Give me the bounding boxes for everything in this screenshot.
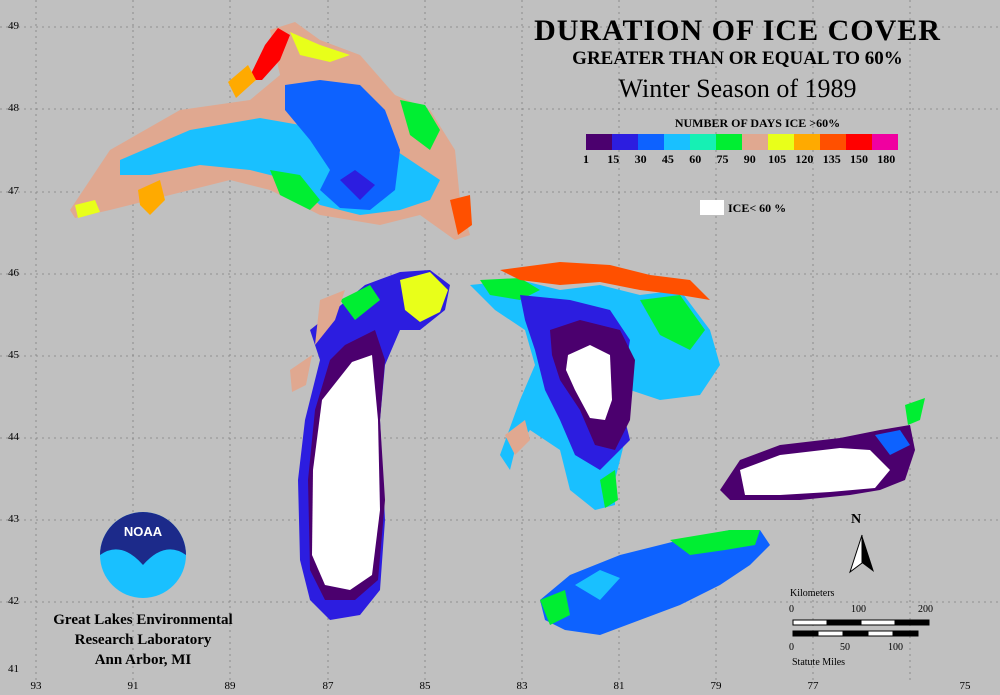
legend-swatch (846, 134, 872, 150)
legend-swatch (638, 134, 664, 150)
legend-swatch (690, 134, 716, 150)
lat-label: 46 (8, 267, 19, 279)
legend-swatch (872, 134, 898, 150)
legend-tick: 120 (795, 152, 814, 166)
legend-tick: 30 (634, 152, 647, 166)
legend-swatch (742, 134, 768, 150)
lake-ontario (720, 398, 925, 500)
scale-km-tick: 200 (918, 604, 933, 615)
legend-tick: 180 (877, 152, 896, 166)
ice-below-swatch (700, 200, 724, 215)
lat-lon-grid (0, 0, 1000, 680)
lon-label: 79 (710, 680, 722, 692)
legend-tick: 150 (850, 152, 868, 166)
scale-mi-label: Statute Miles (792, 657, 846, 668)
noaa-logo-text: NOAA (124, 524, 163, 539)
legend-swatch (716, 134, 742, 150)
lake-huron (470, 262, 720, 510)
scale-mi-tick: 0 (789, 642, 794, 653)
lon-label: 75 (959, 680, 971, 692)
scale-bar (792, 619, 930, 637)
map-season: Winter Season of 1989 (618, 74, 857, 103)
lat-label: 43 (8, 513, 19, 525)
legend-ticks: 1 15 30 45 60 75 90 105 120 135 150 180 (575, 152, 945, 168)
legend-tick: 135 (822, 152, 841, 166)
lat-label: 49 (8, 20, 19, 32)
lon-label: 83 (516, 680, 528, 692)
lon-label: 85 (419, 680, 431, 692)
legend-swatch (586, 134, 612, 150)
org-line-2: Research Laboratory (74, 632, 212, 648)
north-arrow (849, 534, 874, 574)
scale-km-tick: 0 (789, 604, 794, 615)
lake-michigan (290, 270, 450, 620)
scale-mi-tick: 50 (840, 642, 850, 653)
lat-label: 41 (8, 663, 19, 675)
legend-swatch (820, 134, 846, 150)
legend-tick: 60 (689, 152, 702, 166)
scale-km-tick: 100 (851, 604, 866, 615)
lon-label: 91 (127, 680, 139, 692)
legend-swatch (794, 134, 820, 150)
scale-mi-tick: 100 (888, 642, 903, 653)
ice-below-label: ICE< 60 % (728, 201, 787, 215)
lake-superior (70, 22, 472, 240)
legend-tick: 90 (743, 152, 756, 166)
legend-tick: 105 (768, 152, 787, 166)
noaa-logo (100, 512, 186, 598)
lon-label: 81 (613, 680, 625, 692)
lake-erie (540, 530, 770, 635)
scale-km-label: Kilometers (790, 588, 835, 599)
lat-label: 42 (8, 595, 19, 607)
org-line-3: Ann Arbor, MI (94, 652, 192, 668)
lat-label: 47 (8, 185, 19, 197)
organization-name: Great Lakes Environmental Research Labor… (18, 610, 268, 670)
legend-tick: 75 (716, 152, 729, 166)
lat-label: 44 (8, 431, 19, 443)
legend-title: NUMBER OF DAYS ICE >60% (674, 116, 841, 130)
legend-swatch (768, 134, 794, 150)
lon-label: 89 (224, 680, 236, 692)
lon-label: 77 (807, 680, 819, 692)
legend-tick: 1 (583, 152, 589, 166)
legend-tick: 45 (661, 152, 674, 166)
lat-label: 45 (8, 349, 19, 361)
map-title: DURATION OF ICE COVER (534, 14, 941, 47)
map-subtitle: GREATER THAN OR EQUAL TO 60% (572, 48, 903, 69)
lon-label: 87 (322, 680, 334, 692)
lat-label: 48 (8, 102, 19, 114)
legend-tick: 15 (607, 152, 620, 166)
legend-color-bar (586, 134, 898, 150)
legend-swatch (664, 134, 690, 150)
north-label: N (851, 512, 862, 527)
legend-swatch (612, 134, 638, 150)
lon-label: 93 (30, 680, 42, 692)
org-line-1: Great Lakes Environmental (53, 612, 233, 628)
